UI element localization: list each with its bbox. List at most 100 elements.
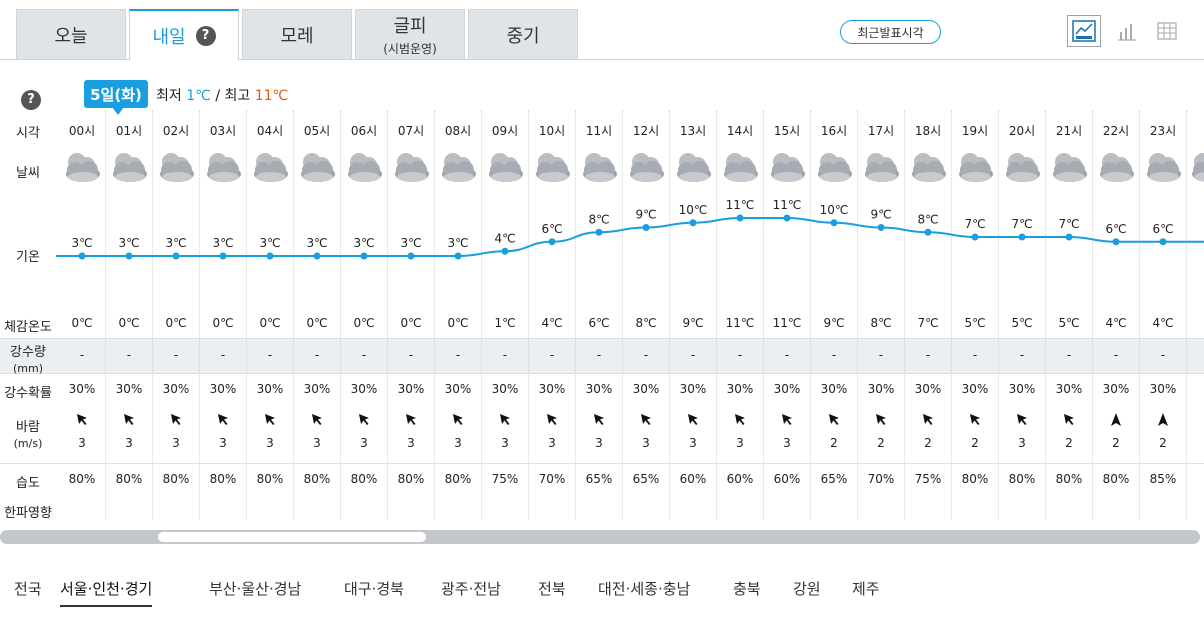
humidity-value: 80% [256,472,284,486]
precip-prob-value: 30% [632,382,660,396]
feels-like-value: 8℃ [635,316,657,330]
region-tab-chungbuk[interactable]: 충북 [733,580,761,598]
precip-prob-value: 30% [726,382,754,396]
temperature-label: 10℃ [820,203,849,217]
row-label-precip: 강수량 (mm) [0,341,56,375]
temperature-label: 3℃ [447,236,468,250]
wind-arrow-icon [341,412,388,429]
temperature-label: 3℃ [165,236,186,250]
bar-chart-icon[interactable] [1110,15,1144,47]
row-label-time: 시각 [16,126,40,141]
scrollbar-thumb[interactable] [158,532,426,542]
row-label-feels: 체감온도 [4,320,52,335]
temperature-point [313,252,321,260]
table-view-icon[interactable] [1150,15,1184,47]
region-tab-daejeon[interactable]: 대전·세종·충남 [598,580,691,598]
precip-label: 강수량 [10,345,46,360]
temperature-point [830,219,838,227]
temperature-point [454,252,462,260]
column-divider [386,110,388,520]
horizontal-scrollbar[interactable] [0,530,1200,544]
feels-like-value: 0℃ [165,316,187,330]
wind-arrow-icon [247,412,294,429]
hour-label: 21시 [1055,124,1083,138]
precip-value: - [1066,348,1072,362]
hour-label: 04시 [256,124,284,138]
region-tab-seoul[interactable]: 서울·인천·경기 [60,578,153,607]
row-label-weather: 날씨 [16,166,40,181]
feels-like-value: 4℃ [541,316,563,330]
graph-view-icon[interactable] [1067,15,1101,47]
column-divider [950,110,952,520]
precip-prob-value: 30% [1055,382,1083,396]
precip-value: - [267,348,273,362]
temperature-label: 9℃ [870,208,891,222]
tab-divider [0,59,1204,60]
feels-like-value: 0℃ [118,316,140,330]
precip-value: - [596,348,602,362]
feels-like-value: 4℃ [1105,316,1127,330]
cloudy-icon [435,150,482,189]
precip-value: - [925,348,931,362]
region-tab-busan[interactable]: 부산·울산·경남 [209,580,302,598]
temperature-point [266,252,274,260]
help-icon[interactable]: ? [21,88,41,110]
row-label-prob: 강수확률 [4,386,52,401]
region-tab-jeju[interactable]: 제주 [852,580,880,598]
feels-like-value: 11℃ [725,316,755,330]
tab-mid-term[interactable]: 중기 [468,9,578,59]
tab-tomorrow[interactable]: 내일 ? [129,9,239,60]
temperature-point [1112,238,1120,246]
tab-three-days[interactable]: 글피 (시범운영) [355,9,465,59]
precip-prob-value: 30% [1008,382,1036,396]
hour-column: 12시 8℃ - 30% 3 65% [623,0,670,530]
hour-label: 17시 [867,124,895,138]
cloudy-icon [247,150,294,189]
cloudy-icon [341,150,388,189]
feels-like-value: 9℃ [682,316,704,330]
feels-like-value: 0℃ [447,316,469,330]
cloudy-icon [294,150,341,189]
precip-value: - [690,348,696,362]
wind-speed-value: 2 [830,436,838,450]
min-max-temp: 최저 1℃ / 최고 11℃ [156,85,288,105]
humidity-value: 60% [726,472,754,486]
wind-arrow-icon [482,412,529,429]
wind-speed-value: 3 [642,436,650,450]
cloudy-icon [482,150,529,189]
humidity-value: 80% [397,472,425,486]
wind-speed-value: 3 [125,436,133,450]
temperature-point [971,233,979,241]
precip-value: - [784,348,790,362]
precip-prob-value: 30% [350,382,378,396]
region-tab-jeonbuk[interactable]: 전북 [538,580,566,598]
wind-speed-value: 3 [454,436,462,450]
hour-label: 01시 [115,124,143,138]
humidity-value: 75% [914,472,942,486]
recent-release-button[interactable]: 최근발표시각 [840,20,941,44]
precip-value: - [549,348,555,362]
tab-day-after[interactable]: 모레 [242,9,352,59]
wind-arrow-icon [764,412,811,429]
region-tab-gwangju[interactable]: 광주·전남 [441,580,501,598]
precip-value: - [173,348,179,362]
region-tab-nationwide[interactable]: 전국 [14,580,42,598]
temperature-point [1159,238,1167,246]
column-divider [903,110,905,520]
hour-column: 05시 0℃ - 30% 3 80% [294,0,341,530]
precip-prob-value: 30% [256,382,284,396]
temperature-point [924,228,932,236]
hour-column: 23시 4℃ - 30% 2 85% [1140,0,1187,530]
hour-column: 02시 0℃ - 30% 3 80% [153,0,200,530]
tab-today[interactable]: 오늘 [16,9,126,59]
help-icon[interactable]: ? [195,25,216,46]
cloudy-icon [59,150,106,189]
wind-speed-value: 3 [548,436,556,450]
precip-prob-value: 30% [820,382,848,396]
region-tab-daegu[interactable]: 대구·경북 [344,580,404,598]
column-divider [1044,110,1046,520]
region-tab-gangwon[interactable]: 강원 [793,580,821,598]
precip-prob-value: 30% [1149,382,1177,396]
row-label-wind: 바람 (m/s) [0,416,56,450]
humidity-value: 65% [585,472,613,486]
